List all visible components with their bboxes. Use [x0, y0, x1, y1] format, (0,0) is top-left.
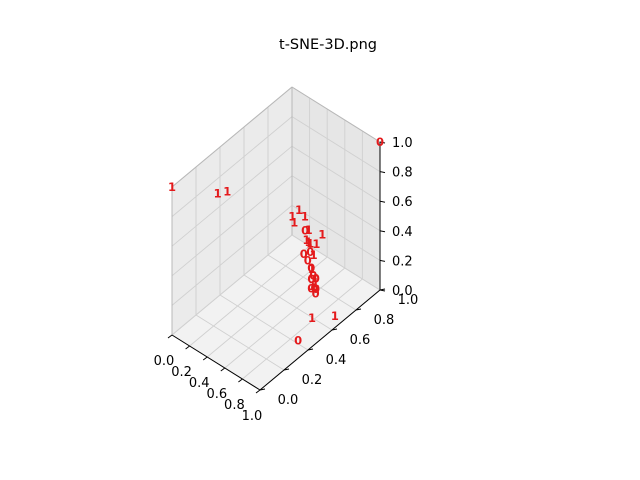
- grid-line: [171, 205, 293, 306]
- x-tick: [185, 345, 190, 350]
- z-tick-label: 0.4: [392, 225, 413, 240]
- z-tick-label: 0.6: [392, 195, 413, 210]
- x-tick: [238, 378, 243, 383]
- grid-line: [291, 175, 381, 232]
- grid-line: [171, 175, 293, 277]
- data-point-label: 1: [312, 237, 320, 251]
- pane-edge: [171, 86, 293, 188]
- right-pane: [292, 87, 380, 290]
- grid-line: [242, 278, 363, 380]
- y-tick-label: 1.0: [398, 293, 419, 308]
- data-point-label: 1: [331, 309, 339, 323]
- floor-pane: [172, 235, 380, 390]
- left-pane: [172, 87, 292, 335]
- x-tick-label: 0.0: [154, 354, 175, 369]
- data-point-label: 1: [311, 276, 319, 290]
- z-tick: [379, 200, 386, 203]
- z-tick: [379, 171, 386, 174]
- data-point-label: 0: [304, 253, 312, 267]
- data-point-label: 1: [311, 276, 319, 290]
- data-point-label: 1: [302, 233, 310, 247]
- y-tick: [259, 388, 266, 391]
- z-tick: [379, 230, 386, 233]
- data-point-label: 0: [294, 333, 302, 347]
- data-point-label: 1: [305, 223, 313, 237]
- x-tick: [202, 356, 208, 361]
- z-tick-label: 0.8: [392, 166, 413, 181]
- y-tick: [331, 328, 338, 331]
- grid-line: [291, 234, 381, 291]
- grid-line: [171, 234, 293, 336]
- data-point-label: 0: [301, 224, 309, 238]
- z-tick: [379, 141, 386, 144]
- z-tick-label: 1.0: [392, 136, 413, 151]
- data-point-label: 1: [301, 210, 309, 224]
- data-point-label: 1: [290, 216, 298, 230]
- data-point-label: 1: [295, 203, 303, 217]
- grid-line: [189, 245, 310, 347]
- x-tick-label: 0.6: [206, 387, 227, 402]
- grid-line: [267, 254, 357, 311]
- data-point-label: 1: [308, 311, 316, 325]
- y-tick-label: 0.4: [326, 353, 347, 368]
- grid-line: [224, 267, 346, 369]
- data-point-label: 0: [307, 282, 315, 296]
- data-point-label: 0: [311, 281, 319, 295]
- pane-edge: [291, 86, 381, 143]
- data-point-label: 1: [214, 186, 222, 200]
- data-point-label: 1: [318, 227, 326, 241]
- data-point-label: 1: [304, 235, 312, 249]
- x-tick-label: 1.0: [242, 409, 263, 424]
- y-tick-label: 0.0: [278, 393, 299, 408]
- grid-line: [291, 116, 381, 172]
- z-tick-label: 0.0: [392, 284, 413, 299]
- x-tick: [220, 367, 226, 372]
- data-point-label: 0: [307, 272, 315, 286]
- data-point-label: 1: [309, 279, 317, 293]
- y-axis-line: [259, 289, 381, 391]
- data-point-label: 1: [306, 237, 314, 251]
- z-tick: [379, 259, 386, 262]
- y-tick: [355, 308, 362, 311]
- x-tick-label: 0.8: [224, 398, 245, 413]
- grid-line: [195, 314, 285, 371]
- x-tick: [167, 334, 173, 339]
- data-point-label: 0: [312, 282, 320, 296]
- grid-line: [291, 205, 381, 261]
- data-point-label: 0: [307, 261, 315, 275]
- chart-title: t-SNE-3D.png: [279, 37, 377, 53]
- data-point-label: 1: [223, 184, 231, 198]
- grid-line: [171, 145, 293, 247]
- data-point-label: 0: [309, 269, 317, 283]
- y-tick-label: 0.6: [350, 333, 371, 348]
- x-tick: [255, 389, 261, 394]
- data-point-label: 1: [310, 248, 318, 262]
- grid-line: [206, 256, 328, 358]
- y-tick: [307, 348, 314, 351]
- data-point-label: 0: [306, 245, 314, 259]
- y-tick-label: 0.8: [374, 313, 395, 328]
- data-point-label: 0: [376, 135, 384, 149]
- grid-line: [171, 116, 293, 217]
- grid-line: [243, 274, 333, 331]
- data-point-label: 1: [308, 262, 316, 276]
- y-tick-label: 0.2: [302, 373, 323, 388]
- grid-line: [219, 294, 309, 351]
- data-point-label: 0: [312, 272, 320, 286]
- x-tick-label: 0.2: [171, 365, 192, 380]
- y-tick: [283, 368, 290, 371]
- data-point-label: 0: [312, 287, 320, 301]
- data-point-label: 1: [288, 209, 296, 223]
- data-point-label: 1: [168, 180, 176, 194]
- z-tick-label: 0.2: [392, 254, 413, 269]
- x-tick-label: 0.4: [189, 376, 210, 391]
- data-point-label: 0: [300, 247, 308, 261]
- grid-line: [291, 145, 381, 202]
- x-axis-line: [171, 334, 261, 391]
- z-tick: [379, 289, 386, 292]
